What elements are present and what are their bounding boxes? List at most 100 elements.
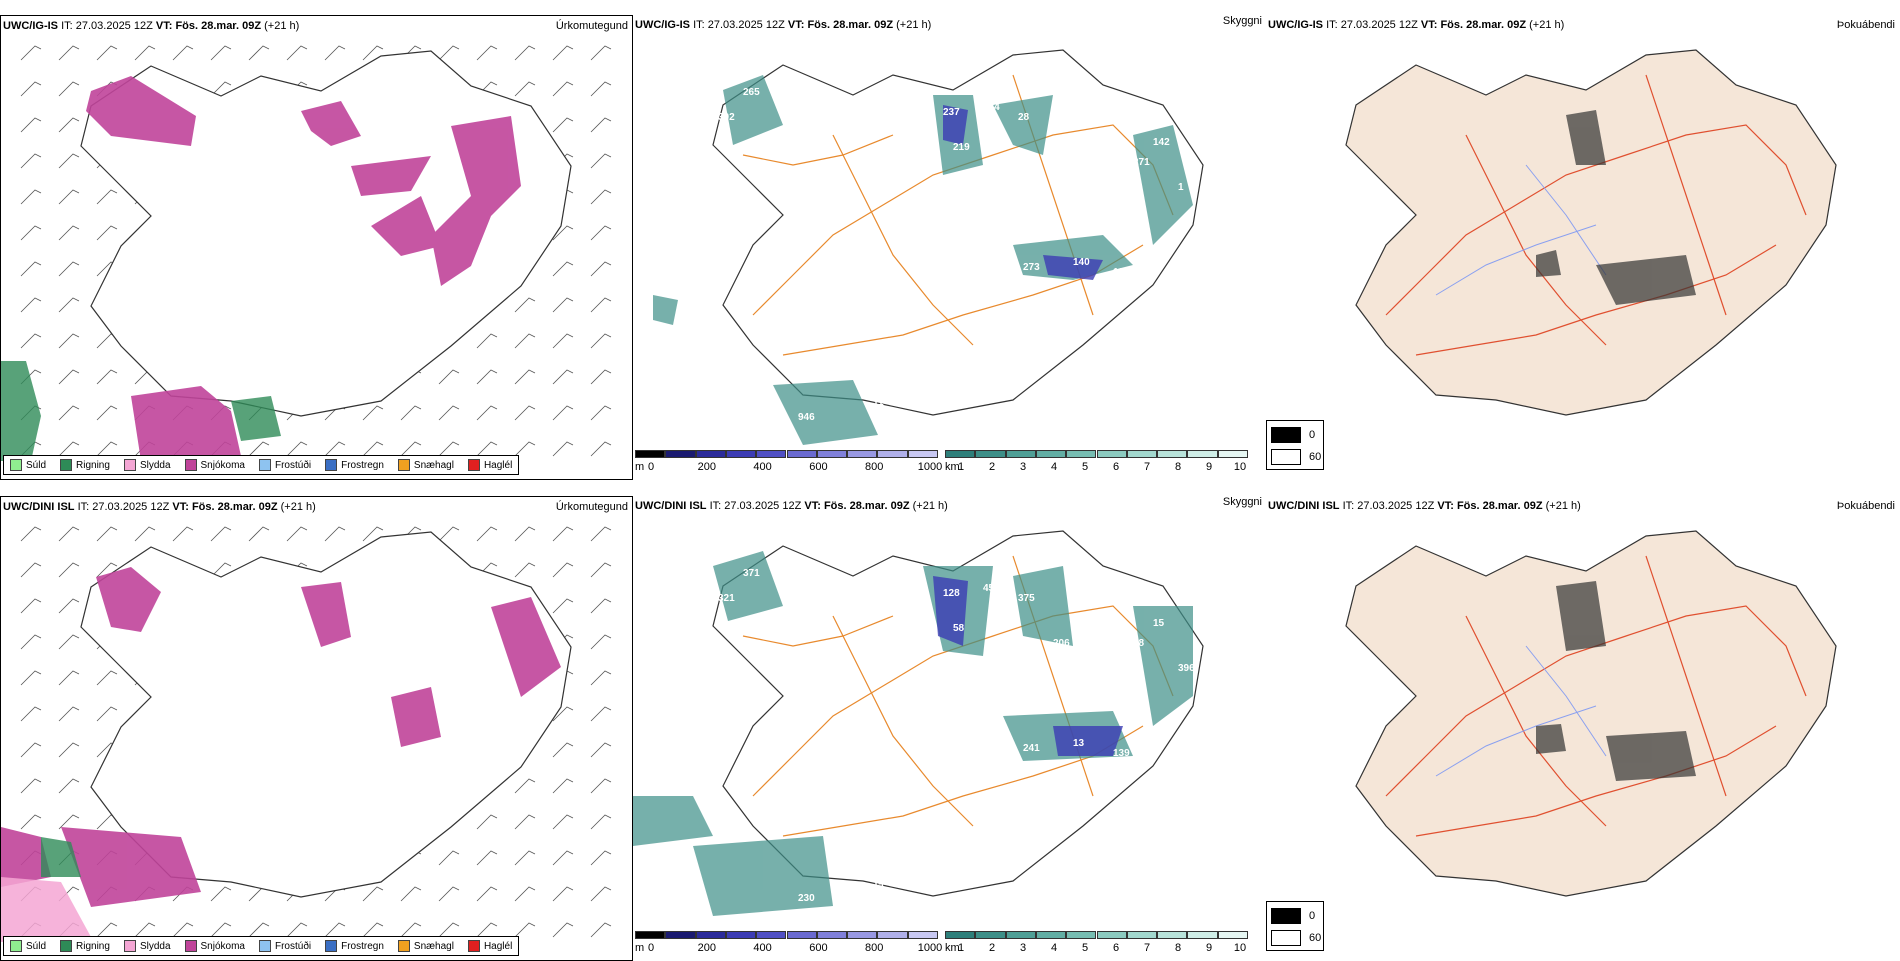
wind-barb <box>590 405 612 421</box>
colorbar-tick-label: 5 <box>1081 461 1089 473</box>
legend-item: Súld <box>10 459 46 471</box>
legend-item: Snjókoma <box>184 459 245 471</box>
fog-index-legend: 0 60 <box>1266 901 1324 951</box>
wind-barb <box>210 886 232 902</box>
colorbar-segment <box>1217 450 1248 458</box>
legend-item: Slydda <box>123 459 171 471</box>
colorbar-tick-label: 2 <box>988 461 996 473</box>
precip-map <box>1 526 612 942</box>
visibility-panel-1: UWC/IG-IS IT: 27.03.2025 12Z VT: Fös. 28… <box>633 15 1266 480</box>
wind-barb <box>58 814 80 830</box>
colorbar-segment <box>786 450 817 458</box>
wind-barb <box>400 405 422 421</box>
wind-barb <box>514 886 536 902</box>
wind-barb <box>96 225 118 241</box>
colorbar-segment <box>786 931 817 939</box>
wind-barb <box>590 441 612 457</box>
fog-legend-label: 0 <box>1309 910 1316 922</box>
panel-header: UWC/DINI ISL IT: 27.03.2025 12Z VT: Fös.… <box>635 500 948 512</box>
ceiling-label: 222 <box>1143 743 1160 754</box>
colorbar-segment <box>725 931 757 939</box>
panel-header: UWC/IG-IS IT: 27.03.2025 12Z VT: Fös. 28… <box>635 19 932 31</box>
colorbar-tick-label: 400 <box>753 942 772 954</box>
legend-label: Snjókoma <box>200 940 245 952</box>
colorbar-tick-label: 4 <box>1050 942 1058 954</box>
ceiling-label: 237 <box>943 107 960 118</box>
colorbar-tick-label: 3 <box>1019 942 1027 954</box>
fog-map <box>1345 530 1837 897</box>
colorbar-segment <box>877 450 908 458</box>
wind-barb <box>514 369 536 385</box>
wind-barb <box>20 45 42 61</box>
wind-barb <box>514 45 536 61</box>
ceiling-label: 128 <box>943 588 960 599</box>
colorbar-segment <box>975 450 1006 458</box>
colorbar-segment <box>816 931 848 939</box>
colorbar-segment <box>877 931 908 939</box>
legend-item: Rigning <box>60 940 110 952</box>
wind-barb <box>438 45 460 61</box>
colorbar-tick-label: 3 <box>1019 461 1027 473</box>
wind-barb <box>96 45 118 61</box>
fog-legend-swatch <box>1271 449 1301 465</box>
wind-barb <box>552 814 574 830</box>
ceiling-label: 946 <box>798 412 815 423</box>
wind-barb <box>58 81 80 97</box>
legend-item: Haglél <box>467 459 512 471</box>
legend-swatch <box>397 459 410 471</box>
wind-barb <box>96 526 118 542</box>
wind-barb <box>286 526 308 542</box>
wind-barb <box>20 333 42 349</box>
wind-barb <box>20 117 42 133</box>
colorbar-segment <box>945 931 976 939</box>
colorbar-tick-label: 1 <box>957 461 965 473</box>
colorbar-tick-label: 6 <box>1112 461 1120 473</box>
wind-barb <box>362 405 384 421</box>
colorbar-segment <box>1126 450 1158 458</box>
ceiling-label: 229 <box>983 688 1000 699</box>
colorbar-segment <box>1187 931 1218 939</box>
ceiling-label: 11 <box>873 397 884 408</box>
fog-panel-1: UWC/IG-IS IT: 27.03.2025 12Z VT: Fös. 28… <box>1266 15 1899 480</box>
ceiling-label: 14 <box>873 878 885 889</box>
colorbar-tick-label: 10 <box>1233 942 1247 954</box>
legend-swatch <box>123 940 136 952</box>
ceiling-label: 1 <box>983 207 989 218</box>
fog-index-legend: 0 60 <box>1266 420 1324 470</box>
wind-barb <box>248 441 270 457</box>
colorbar-segment <box>1005 450 1036 458</box>
wind-barb <box>20 814 42 830</box>
wind-barb <box>590 742 612 758</box>
wind-barb <box>58 742 80 758</box>
wind-barb <box>58 153 80 169</box>
wind-barb <box>58 562 80 578</box>
wind-barb <box>552 922 574 938</box>
wind-barb <box>514 441 536 457</box>
wind-barb <box>96 706 118 722</box>
colorbar-segment <box>756 450 787 458</box>
panel-title: Þokuábendi <box>1836 500 1895 512</box>
precip-map <box>1 45 612 461</box>
wind-barb <box>210 45 232 61</box>
legend-swatch <box>467 459 480 471</box>
legend-label: Rigning <box>76 940 110 952</box>
legend-item: Frostúði <box>258 940 311 952</box>
wind-barb <box>552 369 574 385</box>
legend-label: Snjókoma <box>200 459 245 471</box>
wind-barb <box>210 526 232 542</box>
ceiling-label: 315 <box>998 648 1015 659</box>
fog-legend-item: 0 <box>1271 427 1315 443</box>
wind-barb <box>590 922 612 938</box>
panel-title: Þokuábendi <box>1836 19 1895 31</box>
colorbar-segment <box>756 931 787 939</box>
legend-swatch <box>10 940 22 952</box>
colorbar-segment <box>665 931 696 939</box>
colorbar-segment <box>847 931 878 939</box>
wind-barb <box>20 261 42 277</box>
wind-barb <box>58 405 80 421</box>
ceiling-label: 180 <box>998 167 1015 178</box>
colorbar-segment <box>1066 450 1097 458</box>
wind-barb <box>58 189 80 205</box>
colorbar-tick-label: 5 <box>1081 942 1089 954</box>
